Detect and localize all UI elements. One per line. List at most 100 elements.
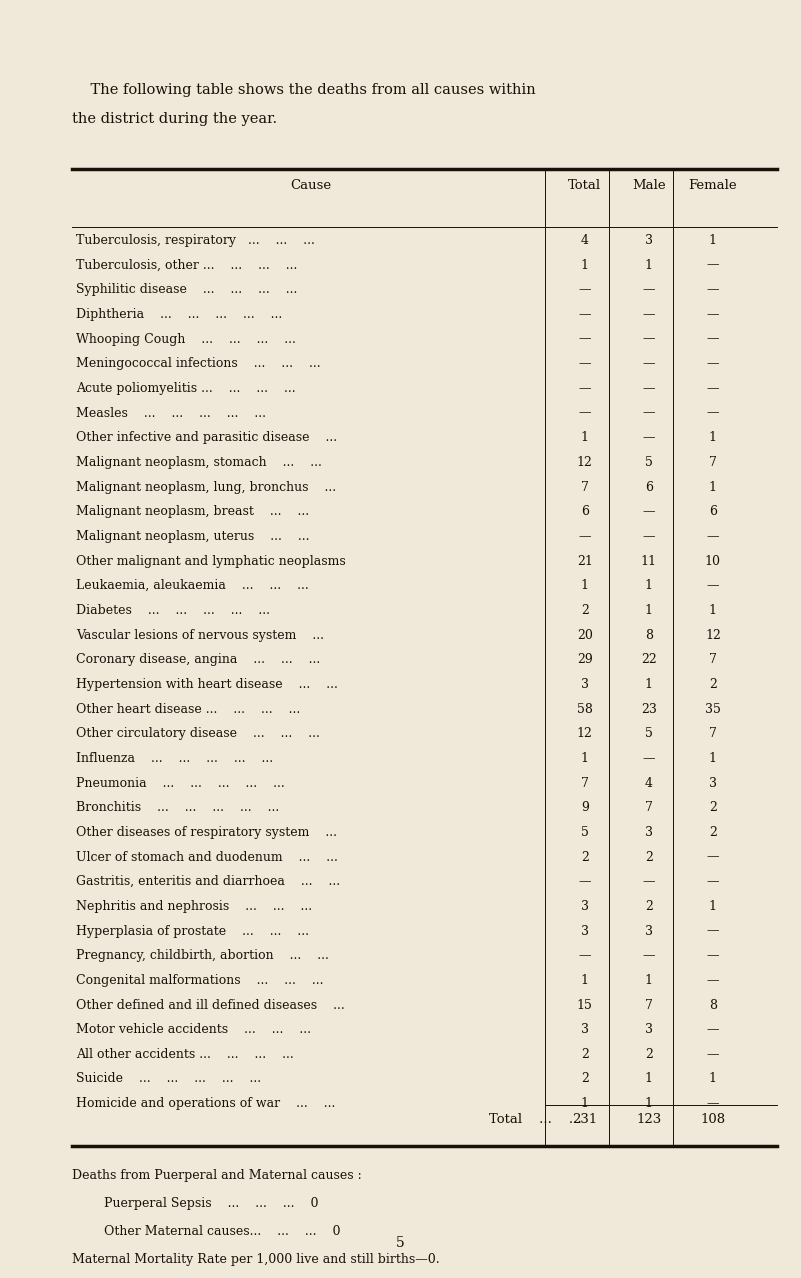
- Text: 3: 3: [645, 826, 653, 838]
- Text: the district during the year.: the district during the year.: [72, 112, 277, 127]
- Text: 6: 6: [645, 481, 653, 493]
- Text: —: —: [642, 308, 655, 321]
- Text: Leukaemia, aleukaemia    ...    ...    ...: Leukaemia, aleukaemia ... ... ...: [76, 579, 309, 592]
- Text: 2: 2: [645, 851, 653, 864]
- Text: Other infective and parasitic disease    ...: Other infective and parasitic disease ..…: [76, 431, 337, 445]
- Text: 2: 2: [709, 801, 717, 814]
- Text: Gastritis, enteritis and diarrhoea    ...    ...: Gastritis, enteritis and diarrhoea ... .…: [76, 875, 340, 888]
- Text: 1: 1: [645, 579, 653, 592]
- Text: 2: 2: [645, 1048, 653, 1061]
- Text: 108: 108: [700, 1113, 726, 1126]
- Text: Coronary disease, angina    ...    ...    ...: Coronary disease, angina ... ... ...: [76, 653, 320, 666]
- Text: 12: 12: [577, 727, 593, 740]
- Text: Malignant neoplasm, uterus    ...    ...: Malignant neoplasm, uterus ... ...: [76, 530, 310, 543]
- Text: 3: 3: [581, 1024, 589, 1036]
- Text: —: —: [578, 406, 591, 419]
- Text: Measles    ...    ...    ...    ...    ...: Measles ... ... ... ... ...: [76, 406, 266, 419]
- Text: 1: 1: [645, 1072, 653, 1085]
- Text: The following table shows the deaths from all causes within: The following table shows the deaths fro…: [72, 83, 536, 97]
- Text: 12: 12: [705, 629, 721, 642]
- Text: —: —: [578, 332, 591, 345]
- Text: Hyperplasia of prostate    ...    ...    ...: Hyperplasia of prostate ... ... ...: [76, 924, 309, 938]
- Text: —: —: [578, 950, 591, 962]
- Text: 5: 5: [645, 727, 653, 740]
- Text: —: —: [706, 258, 719, 271]
- Text: —: —: [578, 530, 591, 543]
- Text: 1: 1: [709, 234, 717, 247]
- Text: Total: Total: [568, 179, 602, 192]
- Text: —: —: [642, 505, 655, 518]
- Text: 7: 7: [709, 653, 717, 666]
- Text: Diphtheria    ...    ...    ...    ...    ...: Diphtheria ... ... ... ... ...: [76, 308, 282, 321]
- Text: —: —: [706, 1097, 719, 1111]
- Text: —: —: [706, 530, 719, 543]
- Text: —: —: [642, 358, 655, 371]
- Text: 3: 3: [645, 1024, 653, 1036]
- Text: —: —: [578, 358, 591, 371]
- Text: 123: 123: [636, 1113, 662, 1126]
- Text: 6: 6: [581, 505, 589, 518]
- Text: —: —: [578, 382, 591, 395]
- Text: Homicide and operations of war    ...    ...: Homicide and operations of war ... ...: [76, 1097, 336, 1111]
- Text: 58: 58: [577, 703, 593, 716]
- Text: 29: 29: [577, 653, 593, 666]
- Text: —: —: [706, 851, 719, 864]
- Text: 3: 3: [645, 924, 653, 938]
- Text: —: —: [578, 875, 591, 888]
- Text: —: —: [642, 530, 655, 543]
- Text: —: —: [706, 332, 719, 345]
- Text: Suicide    ...    ...    ...    ...    ...: Suicide ... ... ... ... ...: [76, 1072, 261, 1085]
- Text: 1: 1: [709, 900, 717, 912]
- Text: 1: 1: [709, 751, 717, 764]
- Text: —: —: [706, 974, 719, 987]
- Text: 20: 20: [577, 629, 593, 642]
- Text: 1: 1: [709, 481, 717, 493]
- Text: Acute poliomyelitis ...    ...    ...    ...: Acute poliomyelitis ... ... ... ...: [76, 382, 296, 395]
- Text: Maternal Mortality Rate per 1,000 live and still births—0.: Maternal Mortality Rate per 1,000 live a…: [72, 1254, 440, 1266]
- Text: 3: 3: [581, 900, 589, 912]
- Text: 5: 5: [581, 826, 589, 838]
- Text: 3: 3: [581, 924, 589, 938]
- Text: 22: 22: [641, 653, 657, 666]
- Text: Influenza    ...    ...    ...    ...    ...: Influenza ... ... ... ... ...: [76, 751, 273, 764]
- Text: —: —: [706, 579, 719, 592]
- Text: —: —: [578, 308, 591, 321]
- Text: 1: 1: [581, 579, 589, 592]
- Text: 1: 1: [709, 1072, 717, 1085]
- Text: Other malignant and lymphatic neoplasms: Other malignant and lymphatic neoplasms: [76, 555, 346, 567]
- Text: 5: 5: [645, 456, 653, 469]
- Text: 231: 231: [572, 1113, 598, 1126]
- Text: —: —: [642, 431, 655, 445]
- Text: Tuberculosis, respiratory   ...    ...    ...: Tuberculosis, respiratory ... ... ...: [76, 234, 315, 247]
- Text: Nephritis and nephrosis    ...    ...    ...: Nephritis and nephrosis ... ... ...: [76, 900, 312, 912]
- Text: —: —: [706, 1024, 719, 1036]
- Text: 5: 5: [396, 1236, 405, 1250]
- Text: Other heart disease ...    ...    ...    ...: Other heart disease ... ... ... ...: [76, 703, 300, 716]
- Text: 8: 8: [645, 629, 653, 642]
- Text: 3: 3: [645, 234, 653, 247]
- Text: Puerperal Sepsis    ...    ...    ...    0: Puerperal Sepsis ... ... ... 0: [72, 1197, 319, 1210]
- Text: 2: 2: [581, 1048, 589, 1061]
- Text: 10: 10: [705, 555, 721, 567]
- Text: 1: 1: [645, 974, 653, 987]
- Text: Congenital malformations    ...    ...    ...: Congenital malformations ... ... ...: [76, 974, 324, 987]
- Text: 2: 2: [581, 1072, 589, 1085]
- Text: Male: Male: [632, 179, 666, 192]
- Text: Tuberculosis, other ...    ...    ...    ...: Tuberculosis, other ... ... ... ...: [76, 258, 297, 271]
- Text: 2: 2: [645, 900, 653, 912]
- Text: —: —: [706, 308, 719, 321]
- Text: —: —: [642, 406, 655, 419]
- Text: Malignant neoplasm, lung, bronchus    ...: Malignant neoplasm, lung, bronchus ...: [76, 481, 336, 493]
- Text: Female: Female: [689, 179, 737, 192]
- Text: 1: 1: [645, 258, 653, 271]
- Text: —: —: [642, 382, 655, 395]
- Text: Other diseases of respiratory system    ...: Other diseases of respiratory system ...: [76, 826, 337, 838]
- Text: Motor vehicle accidents    ...    ...    ...: Motor vehicle accidents ... ... ...: [76, 1024, 311, 1036]
- Text: 1: 1: [581, 1097, 589, 1111]
- Text: Ulcer of stomach and duodenum    ...    ...: Ulcer of stomach and duodenum ... ...: [76, 851, 338, 864]
- Text: Malignant neoplasm, breast    ...    ...: Malignant neoplasm, breast ... ...: [76, 505, 309, 518]
- Text: Other defined and ill defined diseases    ...: Other defined and ill defined diseases .…: [76, 998, 345, 1011]
- Text: —: —: [642, 875, 655, 888]
- Text: —: —: [706, 875, 719, 888]
- Text: Bronchitis    ...    ...    ...    ...    ...: Bronchitis ... ... ... ... ...: [76, 801, 280, 814]
